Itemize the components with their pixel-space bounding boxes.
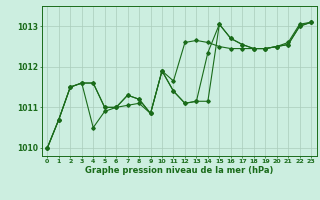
X-axis label: Graphe pression niveau de la mer (hPa): Graphe pression niveau de la mer (hPa): [85, 166, 273, 175]
